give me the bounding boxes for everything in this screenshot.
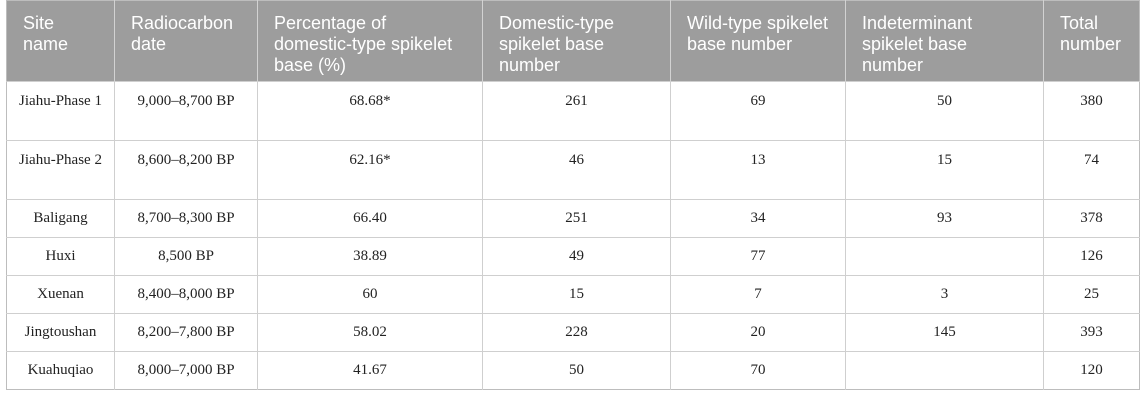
cell-indeterminant-number: 93 <box>845 199 1044 238</box>
cell-indeterminant-number <box>845 351 1044 390</box>
cell-domestic-number: 251 <box>482 199 671 238</box>
cell-domestic-percentage: 66.40 <box>257 199 483 238</box>
cell-site-name: Kuahuqiao <box>6 351 115 390</box>
header-radiocarbon-date: Radiocarbon date <box>114 0 258 82</box>
cell-domestic-percentage: 68.68* <box>257 81 483 141</box>
cell-site-name: Xuenan <box>6 275 115 314</box>
table-row: Jingtoushan 8,200–7,800 BP 58.02 228 20 … <box>6 313 1140 352</box>
cell-site-name: Huxi <box>6 237 115 276</box>
cell-domestic-percentage: 60 <box>257 275 483 314</box>
cell-site-name: Jiahu-Phase 2 <box>6 140 115 200</box>
cell-total-number: 25 <box>1043 275 1140 314</box>
cell-radiocarbon-date: 8,200–7,800 BP <box>114 313 258 352</box>
cell-total-number: 74 <box>1043 140 1140 200</box>
table-row: Kuahuqiao 8,000–7,000 BP 41.67 50 70 120 <box>6 351 1140 390</box>
header-domestic-percentage: Percentage of domestic-type spikelet bas… <box>257 0 483 82</box>
cell-domestic-number: 50 <box>482 351 671 390</box>
cell-total-number: 380 <box>1043 81 1140 141</box>
header-row: Site name Radiocarbon date Percentage of… <box>6 0 1140 82</box>
cell-radiocarbon-date: 8,000–7,000 BP <box>114 351 258 390</box>
cell-indeterminant-number: 3 <box>845 275 1044 314</box>
cell-radiocarbon-date: 8,400–8,000 BP <box>114 275 258 314</box>
cell-wild-number: 7 <box>670 275 846 314</box>
spikelet-base-table: Site name Radiocarbon date Percentage of… <box>6 0 1140 390</box>
cell-domestic-number: 228 <box>482 313 671 352</box>
header-site-name: Site name <box>6 0 115 82</box>
cell-wild-number: 20 <box>670 313 846 352</box>
header-indeterminant-number: Indeterminant spikelet base number <box>845 0 1044 82</box>
cell-domestic-number: 49 <box>482 237 671 276</box>
cell-site-name: Baligang <box>6 199 115 238</box>
cell-wild-number: 69 <box>670 81 846 141</box>
cell-total-number: 126 <box>1043 237 1140 276</box>
cell-total-number: 120 <box>1043 351 1140 390</box>
cell-domestic-number: 261 <box>482 81 671 141</box>
header-domestic-number: Domestic-type spikelet base number <box>482 0 671 82</box>
cell-indeterminant-number <box>845 237 1044 276</box>
cell-wild-number: 77 <box>670 237 846 276</box>
table-row: Xuenan 8,400–8,000 BP 60 15 7 3 25 <box>6 275 1140 314</box>
cell-domestic-percentage: 62.16* <box>257 140 483 200</box>
table-row: Jiahu-Phase 2 8,600–8,200 BP 62.16* 46 1… <box>6 140 1140 200</box>
cell-site-name: Jingtoushan <box>6 313 115 352</box>
table-row: Huxi 8,500 BP 38.89 49 77 126 <box>6 237 1140 276</box>
cell-radiocarbon-date: 8,700–8,300 BP <box>114 199 258 238</box>
header-wild-number: Wild-type spikelet base number <box>670 0 846 82</box>
header-total-number: Total number <box>1043 0 1140 82</box>
cell-wild-number: 34 <box>670 199 846 238</box>
cell-domestic-percentage: 41.67 <box>257 351 483 390</box>
cell-wild-number: 70 <box>670 351 846 390</box>
cell-indeterminant-number: 15 <box>845 140 1044 200</box>
cell-radiocarbon-date: 8,600–8,200 BP <box>114 140 258 200</box>
cell-indeterminant-number: 50 <box>845 81 1044 141</box>
table-row: Baligang 8,700–8,300 BP 66.40 251 34 93 … <box>6 199 1140 238</box>
cell-total-number: 378 <box>1043 199 1140 238</box>
cell-wild-number: 13 <box>670 140 846 200</box>
cell-domestic-number: 46 <box>482 140 671 200</box>
cell-domestic-percentage: 58.02 <box>257 313 483 352</box>
cell-total-number: 393 <box>1043 313 1140 352</box>
cell-domestic-percentage: 38.89 <box>257 237 483 276</box>
cell-radiocarbon-date: 9,000–8,700 BP <box>114 81 258 141</box>
cell-site-name: Jiahu-Phase 1 <box>6 81 115 141</box>
cell-radiocarbon-date: 8,500 BP <box>114 237 258 276</box>
cell-indeterminant-number: 145 <box>845 313 1044 352</box>
table-row: Jiahu-Phase 1 9,000–8,700 BP 68.68* 261 … <box>6 81 1140 141</box>
cell-domestic-number: 15 <box>482 275 671 314</box>
